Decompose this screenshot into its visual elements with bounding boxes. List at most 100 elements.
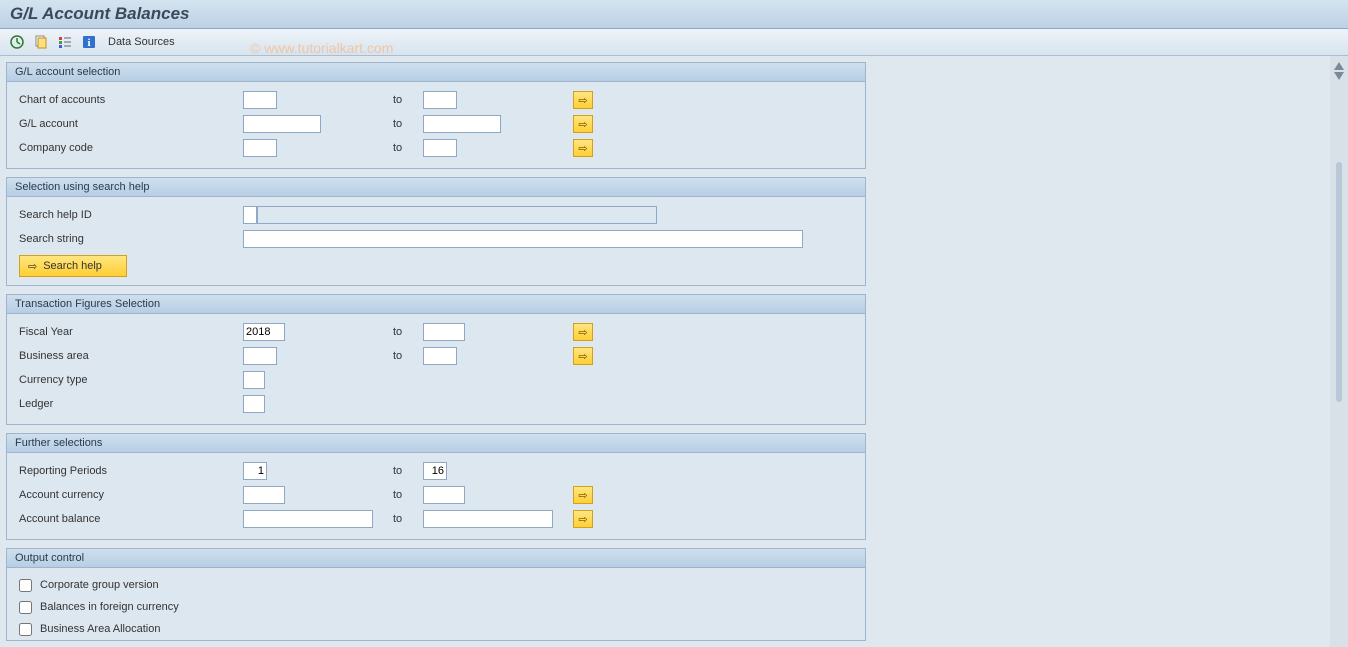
- main-content: G/L account selection Chart of accounts …: [0, 56, 1330, 647]
- get-variant-icon[interactable]: [32, 33, 50, 51]
- label-ledger: Ledger: [13, 398, 243, 410]
- scroll-up-icon[interactable]: [1334, 62, 1344, 70]
- row-search-help-id: Search help ID: [13, 203, 859, 227]
- checkbox-corporate-group[interactable]: [19, 579, 32, 592]
- input-periods-from[interactable]: [243, 462, 267, 480]
- svg-text:i: i: [87, 37, 90, 49]
- input-company-from[interactable]: [243, 139, 277, 157]
- input-search-help-id-prefix[interactable]: [243, 206, 257, 224]
- checkbox-business-area-alloc[interactable]: [19, 623, 32, 636]
- label-company-code: Company code: [13, 142, 243, 154]
- execute-icon[interactable]: [8, 33, 26, 51]
- arrow-icon: ⇨: [578, 350, 587, 363]
- group-gl-selection: G/L account selection Chart of accounts …: [6, 62, 866, 169]
- scroll-thumb[interactable]: [1336, 162, 1342, 402]
- to-label: to: [393, 326, 402, 338]
- arrow-icon: ⇨: [578, 513, 587, 526]
- data-sources-button[interactable]: Data Sources: [108, 36, 175, 48]
- input-chart-from[interactable]: [243, 91, 277, 109]
- input-periods-to[interactable]: [423, 462, 447, 480]
- group-title-further: Further selections: [7, 434, 865, 453]
- info-icon[interactable]: i: [80, 33, 98, 51]
- toolbar: i Data Sources: [0, 29, 1348, 56]
- label-currency-type: Currency type: [13, 374, 243, 386]
- to-label: to: [393, 94, 402, 106]
- group-title-output: Output control: [7, 549, 865, 568]
- row-business-area-alloc: Business Area Allocation: [13, 618, 859, 640]
- to-label: to: [393, 142, 402, 154]
- input-glacct-to[interactable]: [423, 115, 501, 133]
- range-button-acctcur[interactable]: ⇨: [573, 486, 593, 504]
- to-label: to: [393, 465, 402, 477]
- row-reporting-periods: Reporting Periods to: [13, 459, 859, 483]
- label-chart-of-accounts: Chart of accounts: [13, 94, 243, 106]
- input-fiscal-from[interactable]: [243, 323, 285, 341]
- input-chart-to[interactable]: [423, 91, 457, 109]
- row-ledger: Ledger: [13, 392, 859, 416]
- search-help-button[interactable]: ⇨ Search help: [19, 255, 127, 277]
- to-label: to: [393, 350, 402, 362]
- range-button-glacct[interactable]: ⇨: [573, 115, 593, 133]
- row-account-currency: Account currency to ⇨: [13, 483, 859, 507]
- input-busarea-to[interactable]: [423, 347, 457, 365]
- row-chart-of-accounts: Chart of accounts to ⇨: [13, 88, 859, 112]
- input-fiscal-to[interactable]: [423, 323, 465, 341]
- label-fiscal-year: Fiscal Year: [13, 326, 243, 338]
- row-corporate-group: Corporate group version: [13, 574, 859, 596]
- to-label: to: [393, 489, 402, 501]
- to-label: to: [393, 513, 402, 525]
- label-search-string: Search string: [13, 233, 243, 245]
- row-business-area: Business area to ⇨: [13, 344, 859, 368]
- title-bar: G/L Account Balances: [0, 0, 1348, 29]
- input-company-to[interactable]: [423, 139, 457, 157]
- arrow-icon: ⇨: [578, 489, 587, 502]
- range-button-fiscal[interactable]: ⇨: [573, 323, 593, 341]
- group-title-search: Selection using search help: [7, 178, 865, 197]
- input-glacct-from[interactable]: [243, 115, 321, 133]
- arrow-icon: ⇨: [578, 118, 587, 131]
- row-company-code: Company code to ⇨: [13, 136, 859, 160]
- input-acctbal-from[interactable]: [243, 510, 373, 528]
- search-help-button-label: Search help: [43, 260, 102, 272]
- label-account-balance: Account balance: [13, 513, 243, 525]
- input-currency-type[interactable]: [243, 371, 265, 389]
- range-button-company[interactable]: ⇨: [573, 139, 593, 157]
- arrow-icon: ⇨: [578, 326, 587, 339]
- group-output-control: Output control Corporate group version B…: [6, 548, 866, 641]
- arrow-icon: ⇨: [578, 142, 587, 155]
- range-button-chart[interactable]: ⇨: [573, 91, 593, 109]
- row-account-balance: Account balance to ⇨: [13, 507, 859, 531]
- range-button-busarea[interactable]: ⇨: [573, 347, 593, 365]
- range-button-acctbal[interactable]: ⇨: [573, 510, 593, 528]
- label-business-area-alloc: Business Area Allocation: [40, 623, 160, 635]
- label-account-currency: Account currency: [13, 489, 243, 501]
- arrow-icon: ⇨: [578, 94, 587, 107]
- group-transaction-figures: Transaction Figures Selection Fiscal Yea…: [6, 294, 866, 425]
- row-foreign-currency: Balances in foreign currency: [13, 596, 859, 618]
- group-further-selections: Further selections Reporting Periods to …: [6, 433, 866, 540]
- group-search-help: Selection using search help Search help …: [6, 177, 866, 286]
- row-gl-account: G/L account to ⇨: [13, 112, 859, 136]
- checkbox-foreign-currency[interactable]: [19, 601, 32, 614]
- page-title: G/L Account Balances: [10, 4, 190, 23]
- display-search-help-id: [257, 206, 657, 224]
- input-ledger[interactable]: [243, 395, 265, 413]
- row-fiscal-year: Fiscal Year to ⇨: [13, 320, 859, 344]
- row-currency-type: Currency type: [13, 368, 859, 392]
- scroll-down-icon[interactable]: [1334, 72, 1344, 80]
- input-busarea-from[interactable]: [243, 347, 277, 365]
- group-title-gl: G/L account selection: [7, 63, 865, 82]
- input-acctbal-to[interactable]: [423, 510, 553, 528]
- label-foreign-currency: Balances in foreign currency: [40, 601, 179, 613]
- label-business-area: Business area: [13, 350, 243, 362]
- label-gl-account: G/L account: [13, 118, 243, 130]
- label-reporting-periods: Reporting Periods: [13, 465, 243, 477]
- input-search-string[interactable]: [243, 230, 803, 248]
- row-search-string: Search string: [13, 227, 859, 251]
- dynamic-selections-icon[interactable]: [56, 33, 74, 51]
- arrow-icon: ⇨: [28, 260, 37, 273]
- content-wrapper: G/L account selection Chart of accounts …: [0, 56, 1348, 647]
- input-acctcur-to[interactable]: [423, 486, 465, 504]
- scrollbar[interactable]: [1330, 56, 1348, 647]
- input-acctcur-from[interactable]: [243, 486, 285, 504]
